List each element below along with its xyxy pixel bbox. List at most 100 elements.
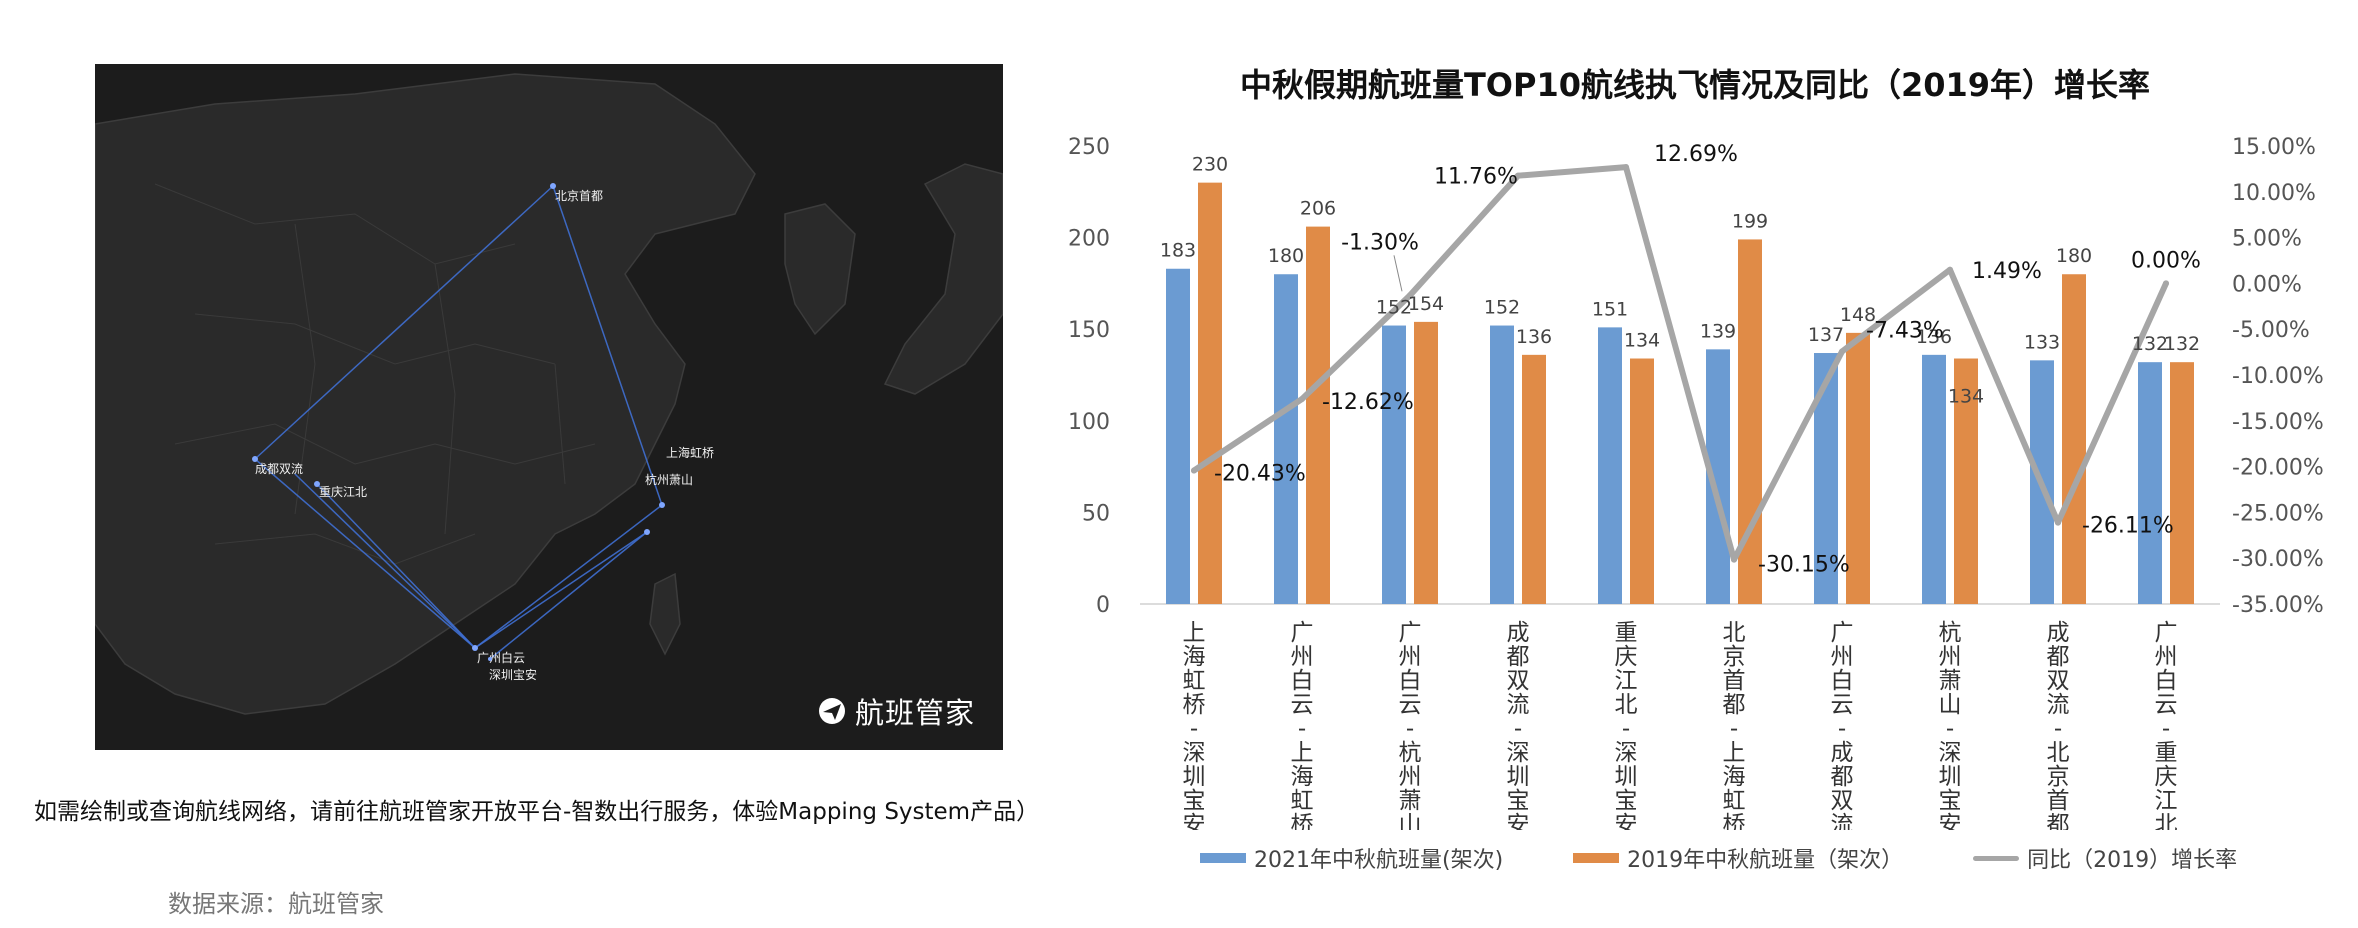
- route-map-panel: 北京首都 上海虹桥 杭州萧山 成都双流 重庆江北 广州白云 深圳宝安: [95, 64, 1003, 750]
- y-right-tick-label: -10.00%: [2232, 364, 2324, 389]
- growth-rate-point: [1299, 395, 1305, 402]
- growth-rate-point: [2163, 280, 2169, 287]
- chart-labels: 183230上海虹桥-深圳宝安180206广州白云-上海虹桥152154广州白云…: [1160, 142, 2201, 830]
- svg-text:北京首都: 北京首都: [555, 189, 603, 203]
- bar-label-2019: 134: [1624, 330, 1660, 352]
- growth-rate-label: 1.49%: [1972, 259, 2042, 284]
- x-tick-label: 杭州萧山-深圳宝安: [1939, 620, 1962, 830]
- x-tick-label: 广州白云-杭州萧山: [1399, 620, 1422, 830]
- growth-rate-label: -7.43%: [1866, 318, 1944, 343]
- y-right-tick-label: -35.00%: [2232, 593, 2324, 618]
- growth-rate-label: -12.62%: [1322, 390, 1414, 415]
- bar-label-2021: 151: [1592, 298, 1628, 320]
- label-leader-line: [1393, 255, 1403, 292]
- growth-rate-point: [1191, 467, 1197, 474]
- bar-label-2019: 154: [1408, 293, 1444, 315]
- bar-label-2021: 152: [1376, 297, 1412, 319]
- y-right-tick-label: -30.00%: [2232, 547, 2324, 572]
- bar-2019: [1414, 321, 1438, 604]
- growth-rate-point: [2055, 519, 2061, 526]
- combo-chart: 0 50 100 150 200 250 -35.00% -30.00% -25.00% -20.…: [1068, 135, 2324, 830]
- svg-text:深圳宝安: 深圳宝安: [489, 667, 537, 682]
- bar-label-2019: 206: [1300, 198, 1336, 220]
- y-left-tick-label: 50: [1082, 501, 1110, 526]
- chart-title: 中秋假期航班量TOP10航线执飞情况及同比（2019年）增长率: [1239, 66, 2151, 104]
- y-left-tick-label: 0: [1096, 593, 1110, 618]
- y-left-tick-label: 250: [1068, 135, 1110, 160]
- bar-label-2021: 132: [2132, 333, 2168, 355]
- map-note: 如需绘制或查询航线网络，请前往航班管家开放平台-智数出行服务，体验Mapping…: [34, 799, 1040, 825]
- bar-label-2021: 152: [1484, 297, 1520, 319]
- city-shanghai: 上海虹桥: [659, 445, 714, 508]
- bar-label-2021: 133: [2024, 331, 2060, 353]
- x-tick-label: 广州白云-重庆江北: [2155, 620, 2178, 830]
- growth-rate-point: [1515, 172, 1521, 179]
- land-korea: [784, 203, 856, 336]
- bar-label-2021: 183: [1160, 240, 1196, 262]
- city-shenzhen: 深圳宝安: [488, 657, 537, 682]
- bar-2019: [1198, 182, 1222, 604]
- growth-rate-line: [1191, 164, 2169, 563]
- bar-2019: [1846, 332, 1870, 604]
- y-left-tick-label: 100: [1068, 410, 1110, 435]
- x-tick-label: 重庆江北-深圳宝安: [1615, 620, 1638, 830]
- growth-rate-point: [1947, 266, 1953, 273]
- growth-rate-label: -30.15%: [1758, 553, 1850, 578]
- bar-label-2019: 180: [2056, 245, 2092, 267]
- province-borders: [154, 183, 596, 565]
- bar-label-2019: 136: [1516, 326, 1552, 348]
- growth-rate-label: 12.69%: [1654, 142, 1738, 167]
- bar-2021: [1166, 268, 1190, 604]
- x-tick-label: 成都双流-北京首都: [2047, 620, 2070, 830]
- x-tick-label: 成都双流-深圳宝安: [1507, 620, 1530, 830]
- growth-rate-label: -26.11%: [2082, 514, 2174, 539]
- bar-2021: [1382, 325, 1406, 604]
- y-right-tick-label: 0.00%: [2232, 272, 2302, 297]
- bar-2021: [1922, 354, 1946, 604]
- svg-text:广州白云: 广州白云: [477, 650, 525, 665]
- land-japan: [883, 163, 1003, 395]
- bar-label-2021: 139: [1700, 320, 1736, 342]
- y-right-tick-label: 5.00%: [2232, 227, 2302, 252]
- growth-rate-point: [1731, 556, 1737, 563]
- city-chengdu: 成都双流: [252, 456, 303, 476]
- growth-rate-label: -1.30%: [1341, 230, 1419, 255]
- bar-2021: [1598, 327, 1622, 604]
- bar-2021: [1490, 325, 1514, 604]
- bar-label-2021: 137: [1808, 324, 1844, 346]
- chart-bars: [1166, 182, 2194, 604]
- bar-label-2019: 199: [1732, 210, 1768, 232]
- svg-text:杭州萧山: 杭州萧山: [645, 472, 693, 487]
- paper-plane-circle-icon: [818, 698, 845, 724]
- bar-2019: [1954, 358, 1978, 604]
- chart-axes: 0 50 100 150 200 250 -35.00% -30.00% -25.00% -20.…: [1068, 135, 2324, 618]
- bar-label-2021: 136: [1916, 326, 1952, 348]
- svg-text:成都双流: 成都双流: [255, 462, 303, 476]
- brand-name: 航班管家: [854, 696, 975, 730]
- bar-2019: [2062, 274, 2086, 604]
- bar-label-2019: 134: [1948, 386, 1984, 408]
- legend-swatch-growth: [1973, 855, 2020, 861]
- y-right-tick-label: 10.00%: [2232, 181, 2316, 206]
- growth-rate-point: [1623, 164, 1629, 171]
- legend-label-growth: 同比（2019）增长率: [2027, 848, 2238, 873]
- bar-label-2019: 230: [1192, 154, 1228, 176]
- route-lines: [254, 185, 663, 660]
- bar-2019: [2170, 362, 2194, 604]
- x-tick-label: 北京首都-上海虹桥: [1723, 620, 1746, 830]
- y-left-tick-label: 150: [1068, 318, 1110, 343]
- y-right-tick-label: -25.00%: [2232, 501, 2324, 526]
- legend-item-growth: 同比（2019）增长率: [1973, 842, 2237, 874]
- x-tick-label: 广州白云-成都双流: [1831, 620, 1854, 830]
- growth-rate-label: -20.43%: [1214, 462, 1306, 487]
- y-right-tick-label: -15.00%: [2232, 410, 2324, 435]
- svg-text:上海虹桥: 上海虹桥: [666, 445, 714, 460]
- land-taiwan: [649, 572, 681, 656]
- data-source: 数据来源：航班管家: [168, 890, 384, 918]
- bar-2019: [1630, 358, 1654, 604]
- legend-swatch-2021: [1200, 853, 1246, 863]
- growth-rate-point: [1407, 292, 1413, 299]
- route-map: 北京首都 上海虹桥 杭州萧山 成都双流 重庆江北 广州白云 深圳宝安: [95, 73, 1003, 715]
- legend-item-2021: 2021年中秋航班量(架次): [1200, 842, 1503, 874]
- chart-line: [1191, 164, 2169, 563]
